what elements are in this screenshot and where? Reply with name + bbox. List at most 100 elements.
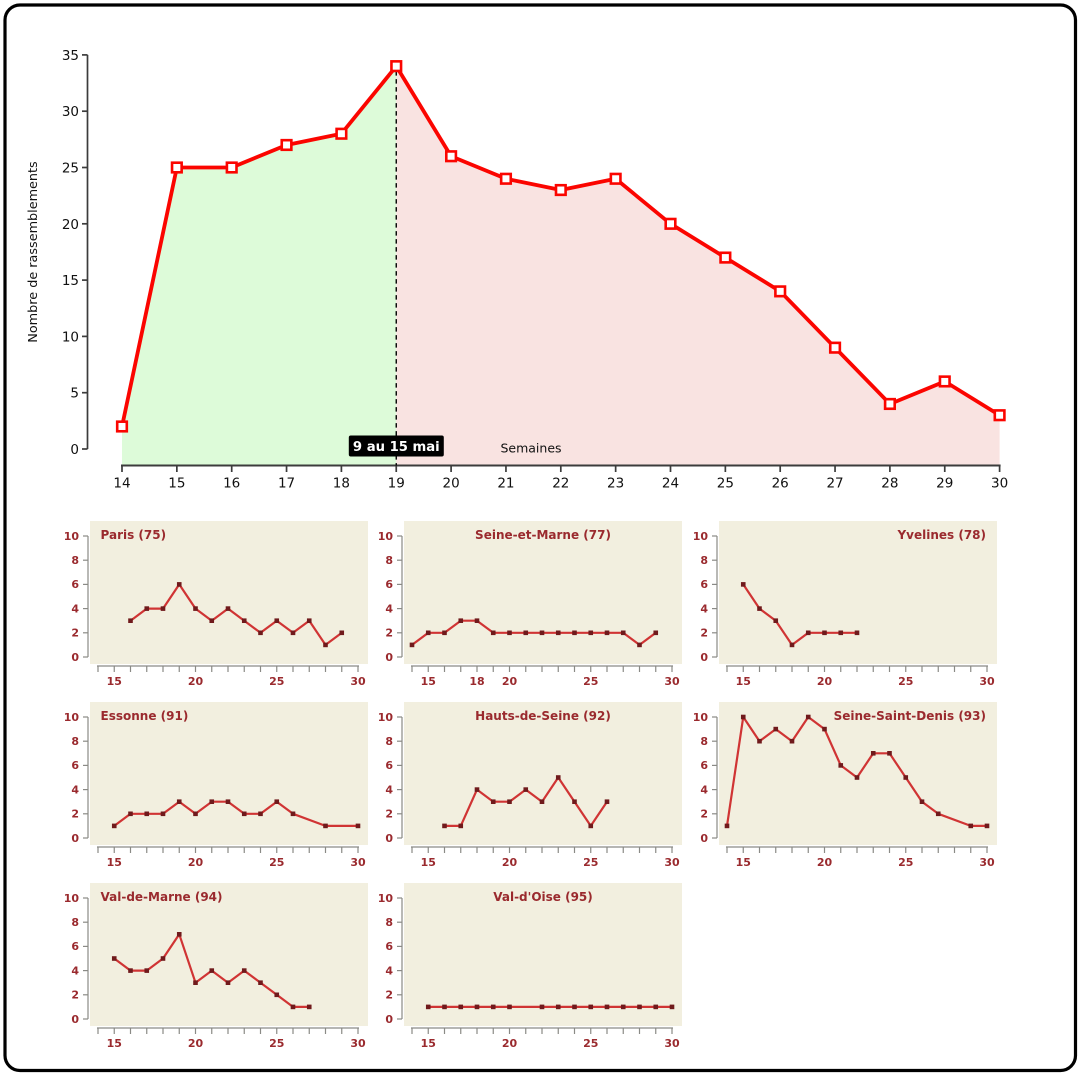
x-axis-title: Semaines [500,441,561,456]
panel-x-tick-label: 30 [664,675,680,688]
panel-x-tick-label: 30 [979,675,995,688]
panel-marker [653,630,659,636]
panel-y-tick-label: 4 [385,783,393,796]
panel-y-tick-label: 10 [64,530,80,543]
panel-y-tick-label: 4 [700,783,708,796]
panel-y-tick-label: 10 [64,711,80,724]
panel-x-tick-label: 25 [898,675,913,688]
panel-marker [193,811,198,817]
panel-marker [409,642,415,648]
panel-marker [176,799,182,804]
panel-marker [620,630,626,636]
region-before [122,66,397,466]
panel-y-tick-label: 10 [378,711,394,724]
panel-marker [241,968,247,973]
panel-y-tick-label: 6 [700,759,708,772]
x-axis-tick-label: 25 [717,476,734,492]
panel-marker [128,618,133,623]
panel-marker [490,630,496,636]
main-marker [554,183,567,197]
panel-bg [404,883,682,1026]
panel-marker [241,811,247,817]
panel-x-tick-label: 20 [188,1037,204,1050]
panel-marker [773,726,779,732]
panel-y-tick-label: 6 [700,578,708,591]
panel-marker [604,799,610,804]
panel-line [725,715,989,828]
panel-marker [241,618,247,623]
region-after [396,66,1000,466]
y-axis-tick-label: 15 [62,273,79,289]
panel-y-tick-label: 0 [385,832,393,845]
main-marker [170,161,183,174]
panel-marker [442,630,447,636]
panel-x-tick-label: 30 [350,1037,366,1050]
main-marker [499,172,513,185]
panel-marker [523,630,529,636]
panel-marker [458,823,464,829]
main-marker [390,60,403,73]
panel-marker [176,582,182,587]
panel-marker [160,811,166,817]
panel-marker [458,618,464,623]
panel-marker [822,726,827,732]
panel-y-tick-label: 0 [71,1013,79,1026]
panel-marker [425,1004,431,1010]
panel-marker [144,811,150,817]
panel-marker [290,811,296,817]
panel-x-tick-label: 25 [269,1037,284,1050]
panel-marker [757,606,762,611]
panel-marker [225,606,231,611]
panel-marker [458,1004,464,1010]
panel-x-tick-label: 15 [736,675,751,688]
panel-marker [854,630,860,636]
panel-x-tick-label: 25 [269,675,284,688]
main-series [115,60,1006,433]
panel-marker [555,1004,561,1010]
panel-y-tick-label: 8 [700,554,708,567]
panel-x-tick-label: 20 [817,675,833,688]
panel-x-tick-label: 18 [469,675,484,688]
panel-marker [968,823,974,829]
panel-marker [572,630,577,636]
outer-frame [3,3,1078,1073]
main-marker [225,161,238,174]
panel-x-tick-label: 30 [664,1037,680,1050]
panel-marker [306,1004,312,1010]
x-axis-tick-label: 17 [278,476,295,492]
panel-x-tick-label: 25 [583,675,598,688]
panel-marker [128,968,133,973]
panel-marker [490,1004,496,1010]
panel-y-tick-label: 6 [385,759,393,772]
panel-marker [442,823,447,829]
x-axis-tick-label: 16 [223,476,240,492]
panel-marker [306,618,312,623]
panel-title: Val-de-Marne (94) [101,890,223,904]
panel-marker [838,630,844,636]
panel-marker [144,968,150,973]
panel-marker [176,932,182,937]
main-shaded-regions [122,66,1000,466]
annotation-label: 9 au 15 mai [348,435,444,457]
panel-title: Paris (75) [101,528,167,542]
panel-y-tick-label: 8 [385,554,393,567]
panel-4: 0 2 4 6 8 10 15 20 25 30 Essonne (91) [64,702,368,869]
panel-bg [404,521,682,664]
panel-title: Hauts-de-Seine (92) [475,709,611,723]
main-marker [444,150,458,163]
panel-x-tick-label: 15 [421,1037,436,1050]
panel-y-tick-label: 2 [385,989,393,1002]
panel-x-tick-label: 20 [502,856,518,869]
panel-marker [588,630,594,636]
panel-x-tick-label: 20 [188,675,204,688]
panel-marker [604,1004,610,1010]
panel-x-tick-label: 30 [979,856,995,869]
panel-marker [258,811,263,817]
panel-marker [539,630,545,636]
panel-x-tick-label: 25 [269,856,284,869]
panel-y-tick-label: 4 [71,783,79,796]
main-marker [774,285,787,298]
panel-marker [637,1004,642,1010]
panel-marker [555,630,561,636]
panel-x-tick-label: 20 [817,856,833,869]
